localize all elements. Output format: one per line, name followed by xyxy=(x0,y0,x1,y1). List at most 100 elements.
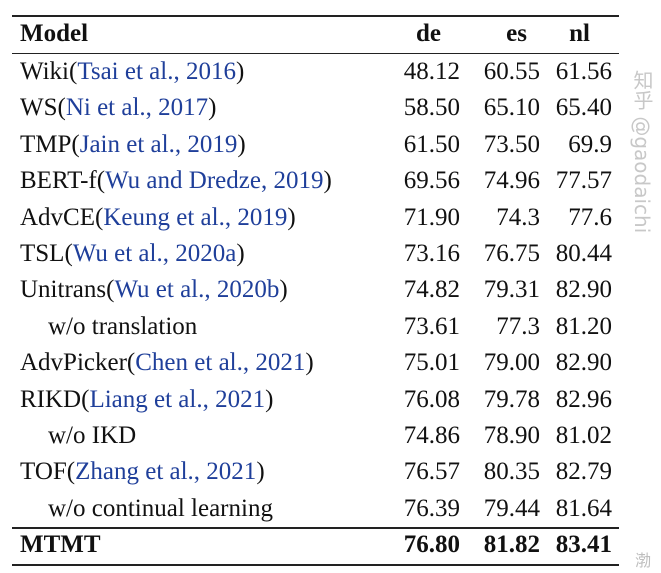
score-de: 74.82 xyxy=(403,276,460,304)
table-row: Wiki(Tsai et al., 2016) 48.12 60.55 61.56 xyxy=(0,54,661,90)
score-nl: 82.96 xyxy=(555,385,612,413)
table-row: w/o translation 73.61 77.3 81.20 xyxy=(0,309,661,345)
score-es: 79.78 xyxy=(483,385,540,413)
model-name: BERT-f xyxy=(20,167,97,195)
final-row: MTMT 76.80 81.82 83.41 xyxy=(0,527,661,563)
model-name: AdvCE xyxy=(20,203,95,231)
model-name: TMP xyxy=(20,130,72,158)
score-es: 79.00 xyxy=(483,349,540,377)
score-nl: 82.79 xyxy=(555,458,612,486)
score-nl: 81.02 xyxy=(555,422,612,449)
score-nl: 69.9 xyxy=(568,130,612,158)
table-row: TSL(Wu et al., 2020a) 73.16 76.75 80.44 xyxy=(0,236,661,272)
table-row: AdvPicker(Chen et al., 2021) 75.01 79.00 82… xyxy=(0,345,661,381)
model-name: Wiki xyxy=(20,58,69,85)
model-cell: TOF(Zhang et al., 2021) xyxy=(20,458,265,486)
model-cell: TSL(Wu et al., 2020a) xyxy=(20,240,245,267)
score-es: 74.3 xyxy=(496,203,540,231)
model-cell: w/o continual learning xyxy=(48,491,273,527)
model-cell: Unitrans(Wu et al., 2020b) xyxy=(20,276,288,304)
model-name: Unitrans xyxy=(20,276,107,304)
score-de: 73.16 xyxy=(403,240,460,267)
bottom-rule xyxy=(12,564,619,566)
score-de: 76.08 xyxy=(403,385,460,413)
score-es: 80.35 xyxy=(483,458,540,486)
score-de: 75.01 xyxy=(403,349,460,377)
header-model: Model xyxy=(20,20,89,47)
model-cell: TMP(Jain et al., 2019) xyxy=(20,130,246,158)
model-cell: AdvCE(Keung et al., 2019) xyxy=(20,203,296,231)
header-row: Model de es nl xyxy=(0,16,661,52)
score-nl: 61.56 xyxy=(555,58,612,85)
score-nl: 81.20 xyxy=(555,312,612,340)
model-name: w/o translation xyxy=(48,312,198,340)
score-nl: 82.90 xyxy=(555,276,612,304)
score-es: 79.31 xyxy=(483,276,540,304)
score-es: 73.50 xyxy=(483,130,540,158)
citation-link[interactable]: Wu and Dredze, 2019 xyxy=(105,167,324,195)
model-name: TSL xyxy=(20,240,65,267)
final-nl: 83.41 xyxy=(555,531,612,558)
model-cell: w/o translation xyxy=(48,309,197,345)
score-de: 58.50 xyxy=(403,94,460,122)
table-row: WS(Ni et al., 2017) 58.50 65.10 65.40 xyxy=(0,90,661,126)
top-rule xyxy=(12,15,619,17)
score-de: 48.12 xyxy=(403,58,460,85)
score-es: 74.96 xyxy=(483,167,540,195)
score-de: 71.90 xyxy=(403,203,460,231)
citation-link[interactable]: Tsai et al., 2016 xyxy=(77,58,236,85)
model-cell: Wiki(Tsai et al., 2016) xyxy=(20,58,245,85)
score-de: 74.86 xyxy=(403,422,460,449)
citation-link[interactable]: Keung et al., 2019 xyxy=(103,203,288,231)
score-de: 61.50 xyxy=(403,130,460,158)
citation-link[interactable]: Ni et al., 2017 xyxy=(65,94,209,122)
score-nl: 77.6 xyxy=(568,203,612,231)
score-es: 79.44 xyxy=(483,494,540,522)
score-nl: 77.57 xyxy=(555,167,612,195)
model-name: TOF xyxy=(20,458,67,486)
score-es: 77.3 xyxy=(496,312,540,340)
score-de: 76.57 xyxy=(403,458,460,486)
citation-link[interactable]: Chen et al., 2021 xyxy=(135,349,306,377)
score-nl: 81.64 xyxy=(555,494,612,522)
model-cell: BERT-f(Wu and Dredze, 2019) xyxy=(20,167,332,195)
score-nl: 65.40 xyxy=(555,94,612,122)
citation-link[interactable]: Wu et al., 2020a xyxy=(72,240,237,267)
header-nl: nl xyxy=(569,20,590,47)
model-cell: w/o IKD xyxy=(48,418,136,454)
citation-link[interactable]: Wu et al., 2020b xyxy=(114,276,280,304)
table-row: w/o continual learning 76.39 79.44 81.64 xyxy=(0,491,661,527)
final-model: MTMT xyxy=(20,531,101,558)
model-name: AdvPicker xyxy=(20,349,127,377)
watermark-fragment: 渤 xyxy=(635,551,652,570)
table-row: TMP(Jain et al., 2019) 61.50 73.50 69.9 xyxy=(0,127,661,163)
score-nl: 82.90 xyxy=(555,349,612,377)
score-es: 65.10 xyxy=(483,94,540,122)
score-de: 69.56 xyxy=(403,167,460,195)
score-de: 76.39 xyxy=(403,494,460,522)
citation-link[interactable]: Zhang et al., 2021 xyxy=(75,458,257,486)
header-es: es xyxy=(506,20,527,47)
citation-link[interactable]: Liang et al., 2021 xyxy=(89,385,266,413)
header-de: de xyxy=(416,20,441,47)
model-cell: RIKD(Liang et al., 2021) xyxy=(20,385,274,413)
table-row: AdvCE(Keung et al., 2019) 71.90 74.3 77.6 xyxy=(0,200,661,236)
final-de: 76.80 xyxy=(403,531,460,558)
score-es: 78.90 xyxy=(483,422,540,449)
table-row: w/o IKD 74.86 78.90 81.02 xyxy=(0,418,661,454)
table-row: BERT-f(Wu and Dredze, 2019) 69.56 74.96 77.… xyxy=(0,163,661,199)
table-row: Unitrans(Wu et al., 2020b) 74.82 79.31 82.9… xyxy=(0,272,661,308)
table-row: TOF(Zhang et al., 2021) 76.57 80.35 82.79 xyxy=(0,454,661,490)
citation-link[interactable]: Jain et al., 2019 xyxy=(79,130,238,158)
model-cell: AdvPicker(Chen et al., 2021) xyxy=(20,349,314,377)
model-cell: WS(Ni et al., 2017) xyxy=(20,94,217,122)
model-name: WS xyxy=(20,94,58,122)
score-nl: 80.44 xyxy=(555,240,612,267)
model-name: w/o IKD xyxy=(48,422,137,449)
mid-rule xyxy=(12,527,619,529)
model-name: RIKD xyxy=(20,385,82,413)
score-es: 76.75 xyxy=(483,240,540,267)
score-es: 60.55 xyxy=(483,58,540,85)
table-row: RIKD(Liang et al., 2021) 76.08 79.78 82.96 xyxy=(0,382,661,418)
final-es: 81.82 xyxy=(483,531,540,558)
